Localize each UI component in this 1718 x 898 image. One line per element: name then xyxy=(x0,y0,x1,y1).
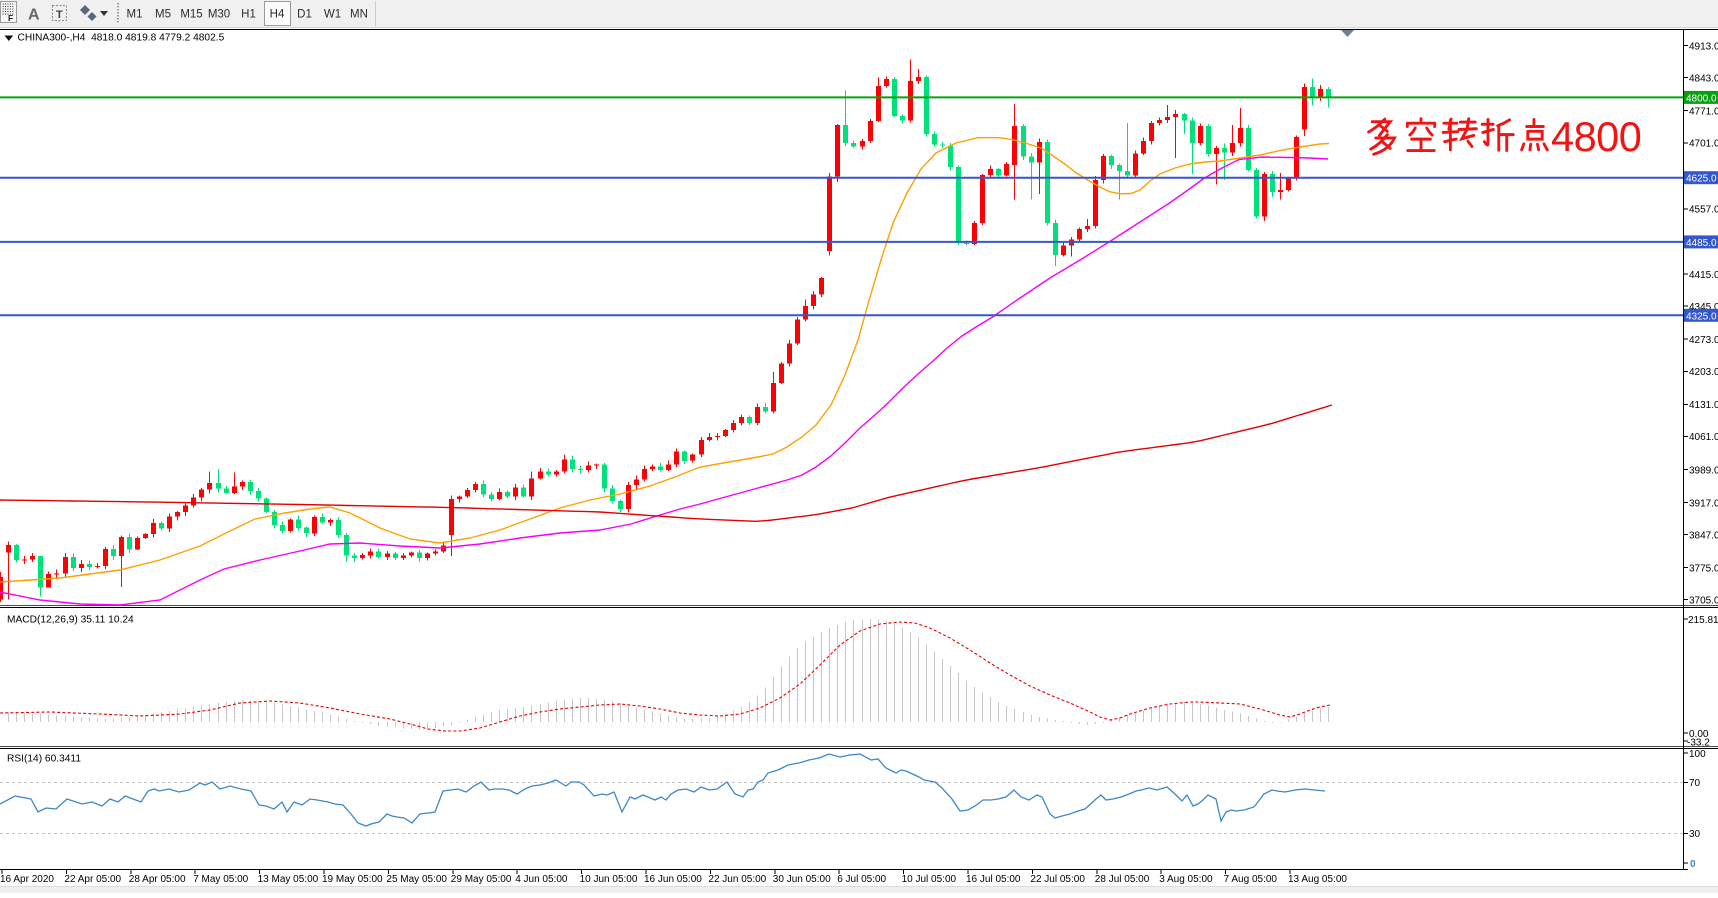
svg-text:22 Jul 05:00: 22 Jul 05:00 xyxy=(1030,874,1085,885)
svg-text:70: 70 xyxy=(1689,778,1701,789)
svg-text:H4: H4 xyxy=(270,9,285,21)
svg-text:25 May 05:00: 25 May 05:00 xyxy=(386,874,447,885)
svg-text:16 Jun 05:00: 16 Jun 05:00 xyxy=(644,874,702,885)
svg-text:T: T xyxy=(56,9,63,21)
svg-text:29 May 05:00: 29 May 05:00 xyxy=(451,874,512,885)
svg-text:0: 0 xyxy=(1690,859,1696,870)
svg-text:4273.0: 4273.0 xyxy=(1689,335,1718,346)
svg-text:4415.0: 4415.0 xyxy=(1689,270,1718,281)
svg-text:M5: M5 xyxy=(155,9,171,21)
svg-text:4800.0: 4800.0 xyxy=(1686,93,1717,104)
svg-text:4843.0: 4843.0 xyxy=(1689,74,1718,85)
svg-text:4701.0: 4701.0 xyxy=(1689,139,1718,150)
svg-text:7 May 05:00: 7 May 05:00 xyxy=(193,874,248,885)
svg-text:4625.0: 4625.0 xyxy=(1686,174,1717,185)
svg-text:10 Jun 05:00: 10 Jun 05:00 xyxy=(580,874,638,885)
svg-text:10 Jul 05:00: 10 Jul 05:00 xyxy=(902,874,957,885)
svg-text:3 Aug 05:00: 3 Aug 05:00 xyxy=(1159,874,1213,885)
svg-text:3705.0: 3705.0 xyxy=(1689,596,1718,607)
svg-text:H1: H1 xyxy=(241,9,256,21)
svg-text:F: F xyxy=(8,13,13,23)
svg-text:4913.0: 4913.0 xyxy=(1689,41,1718,52)
svg-text:6 Jul 05:00: 6 Jul 05:00 xyxy=(837,874,886,885)
svg-text:MN: MN xyxy=(350,9,368,21)
svg-text:13 May 05:00: 13 May 05:00 xyxy=(258,874,319,885)
svg-text:RSI(14) 60.3411: RSI(14) 60.3411 xyxy=(7,754,81,765)
svg-text:100: 100 xyxy=(1689,749,1706,760)
svg-text:M1: M1 xyxy=(127,9,143,21)
svg-text:215.81: 215.81 xyxy=(1688,615,1718,626)
svg-text:16 Jul 05:00: 16 Jul 05:00 xyxy=(966,874,1021,885)
svg-text:4771.0: 4771.0 xyxy=(1689,107,1718,118)
svg-text:3917.0: 3917.0 xyxy=(1689,498,1718,509)
svg-text:4345.0: 4345.0 xyxy=(1689,302,1718,313)
svg-text:3775.0: 3775.0 xyxy=(1689,563,1718,574)
svg-text:M15: M15 xyxy=(180,9,202,21)
svg-text:4061.0: 4061.0 xyxy=(1689,432,1718,443)
svg-text:30 Jun 05:00: 30 Jun 05:00 xyxy=(773,874,831,885)
svg-text:16 Apr 2020: 16 Apr 2020 xyxy=(0,874,54,885)
svg-text:M30: M30 xyxy=(208,9,230,21)
svg-text:4800: 4800 xyxy=(1551,113,1641,160)
svg-text:28 Apr 05:00: 28 Apr 05:00 xyxy=(129,874,186,885)
svg-text:-33.2: -33.2 xyxy=(1687,738,1710,749)
svg-text:W1: W1 xyxy=(324,9,341,21)
svg-text:4485.0: 4485.0 xyxy=(1686,238,1717,249)
svg-text:30: 30 xyxy=(1689,829,1701,840)
svg-text:CHINA300-,H4 4818.0 4819.8 47: CHINA300-,H4 4818.0 4819.8 4779.2 4802.5 xyxy=(18,33,225,44)
svg-text:4325.0: 4325.0 xyxy=(1686,311,1717,322)
svg-text:4 Jun 05:00: 4 Jun 05:00 xyxy=(515,874,568,885)
svg-text:22 Apr 05:00: 22 Apr 05:00 xyxy=(64,874,121,885)
svg-text:MACD(12,26,9) 35.11 10.24: MACD(12,26,9) 35.11 10.24 xyxy=(7,615,134,626)
svg-text:22 Jun 05:00: 22 Jun 05:00 xyxy=(708,874,766,885)
svg-text:4131.0: 4131.0 xyxy=(1689,400,1718,411)
svg-text:3847.0: 3847.0 xyxy=(1689,530,1718,541)
svg-text:3989.0: 3989.0 xyxy=(1689,465,1718,476)
svg-text:13 Aug 05:00: 13 Aug 05:00 xyxy=(1288,874,1347,885)
svg-text:7 Aug 05:00: 7 Aug 05:00 xyxy=(1224,874,1278,885)
svg-text:D1: D1 xyxy=(297,9,312,21)
svg-text:0.00: 0.00 xyxy=(1689,729,1709,740)
svg-text:A: A xyxy=(28,7,40,24)
svg-text:4203.0: 4203.0 xyxy=(1689,367,1718,378)
svg-text:19 May 05:00: 19 May 05:00 xyxy=(322,874,383,885)
svg-text:28 Jul 05:00: 28 Jul 05:00 xyxy=(1095,874,1150,885)
svg-text:4557.0: 4557.0 xyxy=(1689,205,1718,216)
